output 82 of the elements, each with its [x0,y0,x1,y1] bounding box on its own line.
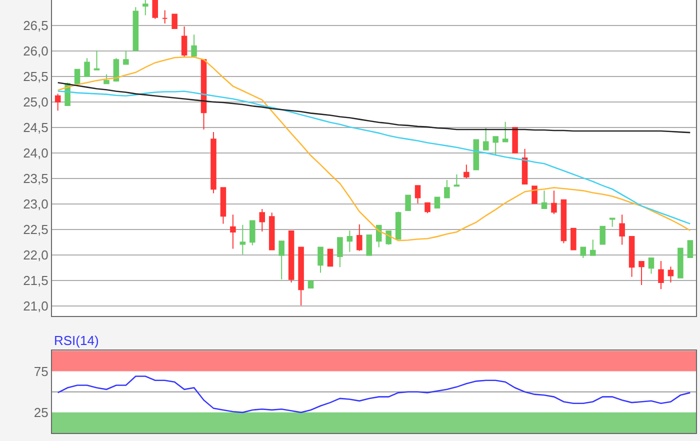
candlestick [619,214,625,246]
candlestick [492,136,498,156]
candlestick [210,132,216,194]
y-tick-label: 24,0 [23,146,48,160]
candlestick [580,246,586,258]
candlestick [318,246,324,274]
candlestick [152,0,158,20]
candlestick [668,266,674,283]
y-tick-label: 25,0 [23,94,48,110]
chart-title: RSI(14) [54,333,99,348]
candlestick [590,239,596,256]
candlestick [74,68,80,84]
y-tick-label: 23,5 [23,170,48,186]
candlestick [395,211,402,240]
candlestick [191,34,197,58]
candlestick [94,50,100,70]
candlestick [230,214,236,250]
y-tick-label: 21,5 [23,272,48,288]
candlestick [181,26,188,58]
candlestick [570,228,576,250]
candlestick [132,6,139,51]
candlestick [678,248,684,278]
y-tick-label: 24,5 [23,120,48,136]
candlestick [220,187,226,224]
candlestick [473,139,480,170]
y-tick-label: 25 [34,404,48,420]
candlestick [541,190,548,210]
candlestick [551,190,557,215]
candlestick [687,240,694,258]
line-series [57,56,691,242]
y-tick-label: 23,0 [23,196,48,212]
candlestick [560,199,567,244]
line-series [57,376,691,414]
candlestick [609,218,616,228]
candlestick [298,246,304,306]
candlestick [54,93,61,112]
line-series [57,82,691,134]
candlestick [482,127,489,150]
candlestick [512,126,518,154]
candlestick [414,185,421,204]
candlestick [337,237,343,268]
candlestick [522,148,528,186]
candlestick [172,14,178,30]
y-tick-label: 25,5 [23,69,48,84]
candlestick [356,224,362,252]
candlestick [327,248,334,267]
y-tick-label: 22,0 [23,247,48,262]
candlestick [200,59,207,130]
y-tick-label: 26,5 [23,18,48,34]
candlestick [288,230,294,283]
candlestick [434,196,440,209]
candlestick [84,58,90,77]
y-tick-label: 22,5 [23,222,48,237]
candlestick [162,10,168,24]
candlestick [532,186,538,204]
candlestick [600,226,606,245]
candlestick [424,202,430,214]
y-tick-label: 21,0 [23,298,48,314]
candlestick [628,236,635,278]
candlestick [376,224,382,248]
candlestick [123,50,129,65]
candlestick [278,240,284,280]
candlestick [464,164,470,179]
candlestick [104,74,110,84]
candlestick [638,261,644,286]
line-series [57,90,691,224]
candlestick [502,121,508,142]
candlestick [346,230,353,252]
candlestick [142,0,148,16]
candlestick [658,260,664,290]
y-tick-label: 26,0 [23,44,48,59]
candlestick [259,208,266,232]
candlestick [454,174,460,187]
candlestick [366,234,372,256]
candlestick [250,220,256,246]
candlestick [240,224,246,255]
candlestick [648,257,654,274]
candlestick [268,212,275,250]
candlestick [308,280,314,289]
candlestick [444,179,450,198]
candlestick [405,194,411,212]
y-tick-label: 75 [34,364,48,379]
